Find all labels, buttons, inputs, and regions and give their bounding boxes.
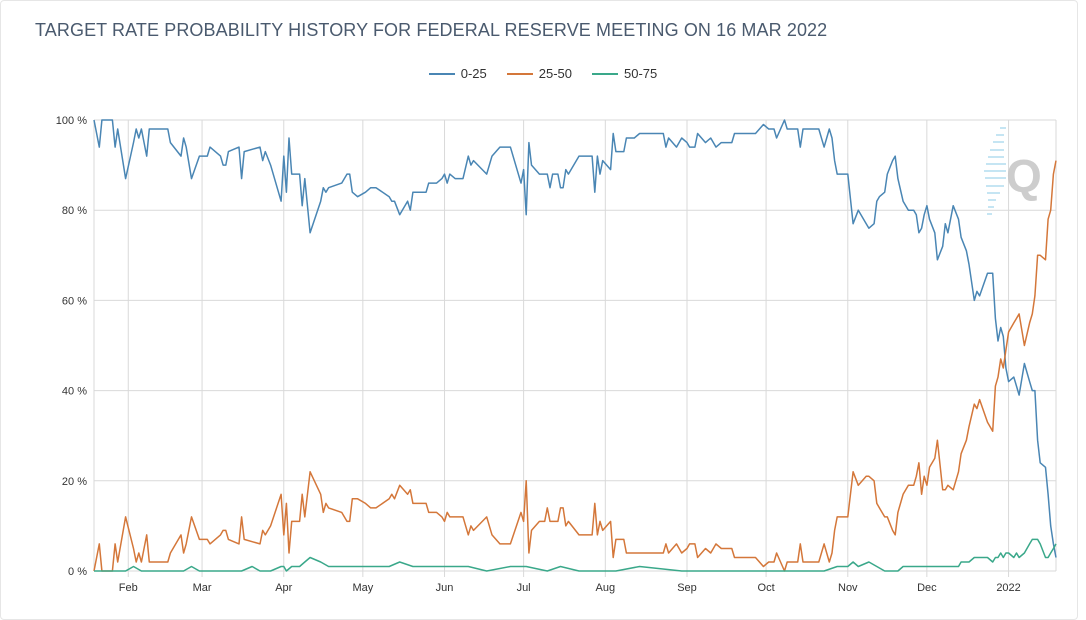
- x-tick-label: Oct: [758, 582, 775, 594]
- axes: 0 % 20 % 40 % 60 % 80 % 100 % Feb Mar Apr May Jun J…: [56, 115, 1021, 594]
- grid: [93, 119, 1057, 577]
- x-tick-label: Aug: [596, 582, 616, 594]
- legend-item-0-25[interactable]: 0-25: [428, 66, 487, 81]
- y-tick-label: 100 %: [56, 115, 87, 127]
- y-tick-label: 80 %: [62, 205, 87, 217]
- x-tick-label: 2022: [996, 582, 1020, 594]
- y-tick-label: 40 %: [62, 386, 87, 398]
- legend-swatch-50-75: [592, 72, 619, 75]
- series-line-0-25[interactable]: [93, 119, 1057, 558]
- x-tick-label: Jul: [517, 582, 531, 594]
- x-tick-label: Mar: [193, 582, 212, 594]
- series: [93, 119, 1057, 572]
- legend-item-25-50[interactable]: 25-50: [506, 66, 573, 81]
- legend-swatch-0-25: [428, 72, 455, 75]
- legend-label-25-50: 25-50: [538, 66, 573, 81]
- legend-swatch-25-50: [506, 72, 533, 75]
- x-tick-label: Nov: [838, 582, 858, 594]
- legend-label-50-75: 50-75: [624, 66, 658, 81]
- legend-item-50-75[interactable]: 50-75: [592, 66, 657, 81]
- y-tick-label: 0 %: [68, 566, 87, 578]
- x-tick-label: Feb: [119, 582, 138, 594]
- x-tick-label: Sep: [677, 582, 697, 594]
- x-tick-label: Jun: [436, 582, 454, 594]
- x-tick-label: Apr: [275, 582, 292, 594]
- quikstrike-q-logo-icon: Q: [984, 127, 1042, 215]
- legend: 0-25 25-50 50-75: [0, 66, 1086, 81]
- y-tick-label: 20 %: [62, 476, 87, 488]
- y-tick-label: 60 %: [62, 295, 87, 307]
- series-line-50-75[interactable]: [94, 538, 1057, 572]
- series-line-25-50[interactable]: [93, 160, 1057, 572]
- legend-label-0-25: 0-25: [460, 66, 487, 81]
- x-tick-label: May: [352, 582, 373, 594]
- chart-title: TARGET RATE PROBABILITY HISTORY FOR FEDE…: [35, 20, 828, 40]
- x-tick-label: Dec: [917, 582, 937, 594]
- watermark-letter: Q: [1006, 150, 1042, 202]
